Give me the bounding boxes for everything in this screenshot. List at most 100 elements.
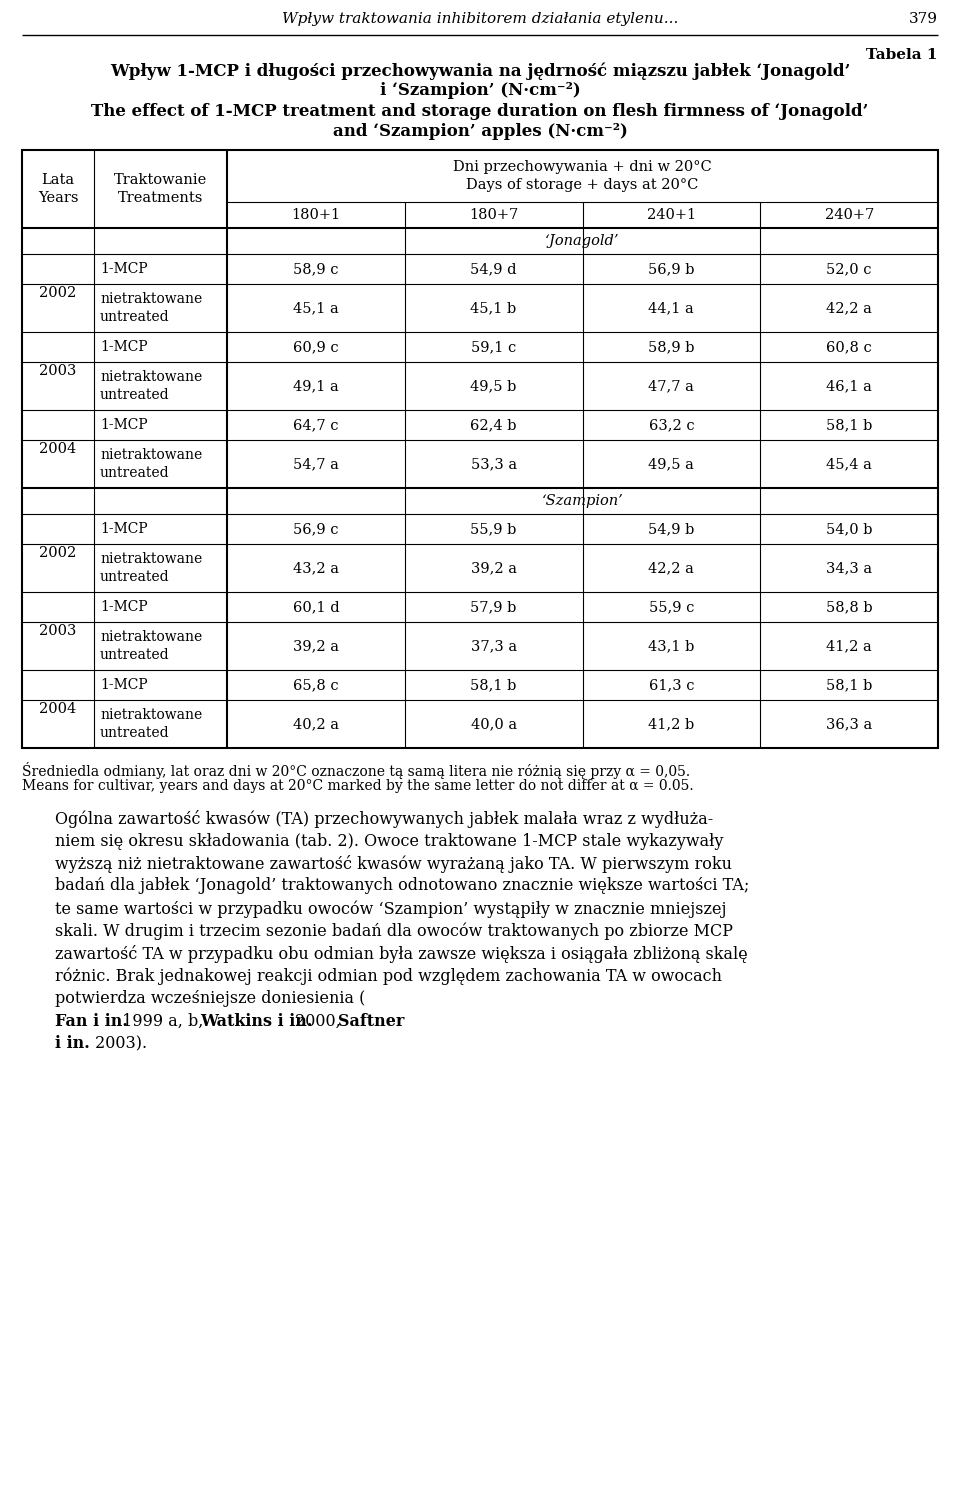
Text: nietraktowane
untreated: nietraktowane untreated <box>100 630 203 662</box>
Text: niem się okresu składowania (tab. 2). Owoce traktowane 1-MCP stale wykazywały: niem się okresu składowania (tab. 2). Ow… <box>55 833 724 849</box>
Text: nietraktowane
untreated: nietraktowane untreated <box>100 292 203 323</box>
Text: Ogólna zawartość kwasów (TA) przechowywanych jabłek malała wraz z wydłuża-: Ogólna zawartość kwasów (TA) przechowywa… <box>55 810 713 828</box>
Text: 65,8 c: 65,8 c <box>293 678 339 692</box>
Text: 34,3 a: 34,3 a <box>826 561 873 576</box>
Text: 1-MCP: 1-MCP <box>100 261 148 277</box>
Text: Wpływ traktowania inhibitorem działania etylenu...: Wpływ traktowania inhibitorem działania … <box>282 12 678 26</box>
Text: 2003: 2003 <box>39 364 77 378</box>
Text: 1-MCP: 1-MCP <box>100 678 148 692</box>
Text: 41,2 a: 41,2 a <box>827 639 872 653</box>
Text: 39,2 a: 39,2 a <box>470 561 516 576</box>
Text: ‘Jonagold’: ‘Jonagold’ <box>545 234 620 248</box>
Text: 240+7: 240+7 <box>825 209 874 222</box>
Text: zawartość TA w przypadku obu odmian była zawsze większa i osiągała zbliżoną skal: zawartość TA w przypadku obu odmian była… <box>55 944 748 963</box>
Text: 60,9 c: 60,9 c <box>293 340 339 354</box>
Text: 1-MCP: 1-MCP <box>100 340 148 354</box>
Text: 44,1 a: 44,1 a <box>649 301 694 314</box>
Text: 55,9 c: 55,9 c <box>649 600 694 613</box>
Text: Lata
Years: Lata Years <box>37 172 79 205</box>
Text: 56,9 b: 56,9 b <box>648 261 695 277</box>
Text: 58,1 b: 58,1 b <box>826 678 873 692</box>
Text: 180+1: 180+1 <box>291 209 341 222</box>
Text: nietraktowane
untreated: nietraktowane untreated <box>100 553 203 583</box>
Text: 42,2 a: 42,2 a <box>827 301 872 314</box>
Text: 2002: 2002 <box>39 286 77 301</box>
Text: 2003: 2003 <box>39 624 77 638</box>
Text: nietraktowane
untreated: nietraktowane untreated <box>100 370 203 402</box>
Text: 60,1 d: 60,1 d <box>293 600 339 613</box>
Text: 58,9 c: 58,9 c <box>293 261 339 277</box>
Text: 58,8 b: 58,8 b <box>826 600 873 613</box>
Text: wyższą niż nietraktowane zawartość kwasów wyrażaną jako TA. W pierwszym roku: wyższą niż nietraktowane zawartość kwasó… <box>55 855 732 873</box>
Text: i in.: i in. <box>55 1035 89 1052</box>
Text: 2000,: 2000, <box>290 1012 346 1029</box>
Text: 45,4 a: 45,4 a <box>827 456 872 471</box>
Text: 49,1 a: 49,1 a <box>293 379 339 393</box>
Text: 60,8 c: 60,8 c <box>827 340 872 354</box>
Text: 180+7: 180+7 <box>469 209 518 222</box>
Text: różnic. Brak jednakowej reakcji odmian pod względem zachowania TA w owocach: różnic. Brak jednakowej reakcji odmian p… <box>55 967 722 985</box>
Text: 61,3 c: 61,3 c <box>649 678 694 692</box>
Text: 56,9 c: 56,9 c <box>293 521 339 536</box>
Text: 64,7 c: 64,7 c <box>293 419 339 432</box>
Text: 47,7 a: 47,7 a <box>648 379 694 393</box>
Text: 54,9 b: 54,9 b <box>648 521 695 536</box>
Text: 46,1 a: 46,1 a <box>827 379 872 393</box>
Text: and ‘Szampion’ apples (N·cm⁻²): and ‘Szampion’ apples (N·cm⁻²) <box>332 122 628 141</box>
Text: 54,7 a: 54,7 a <box>293 456 339 471</box>
Text: 43,1 b: 43,1 b <box>648 639 695 653</box>
Text: Wpływ 1-MCP i długości przechowywania na jędrność miązszu jabłek ‘Jonagold’: Wpływ 1-MCP i długości przechowywania na… <box>109 62 851 80</box>
Text: skali. W drugim i trzecim sezonie badań dla owoców traktowanych po zbiorze MCP: skali. W drugim i trzecim sezonie badań … <box>55 923 733 940</box>
Text: Dni przechowywania + dni w 20°C: Dni przechowywania + dni w 20°C <box>453 160 712 174</box>
Text: 57,9 b: 57,9 b <box>470 600 516 613</box>
Text: 49,5 a: 49,5 a <box>648 456 694 471</box>
Text: Means for cultivar, years and days at 20°C marked by the same letter do not diff: Means for cultivar, years and days at 20… <box>22 780 694 793</box>
Text: 41,2 b: 41,2 b <box>648 718 694 731</box>
Text: 39,2 a: 39,2 a <box>293 639 339 653</box>
Text: 54,9 d: 54,9 d <box>470 261 516 277</box>
Text: 379: 379 <box>909 12 938 26</box>
Text: 49,5 b: 49,5 b <box>470 379 516 393</box>
Text: 2002: 2002 <box>39 545 77 561</box>
Text: ‘Szampion’: ‘Szampion’ <box>541 494 623 508</box>
Text: 52,0 c: 52,0 c <box>827 261 872 277</box>
Text: 42,2 a: 42,2 a <box>648 561 694 576</box>
Text: The effect of 1-MCP treatment and storage duration on flesh firmness of ‘Jonagol: The effect of 1-MCP treatment and storag… <box>91 103 869 119</box>
Text: potwierdza wcześniejsze doniesienia (: potwierdza wcześniejsze doniesienia ( <box>55 990 366 1006</box>
Text: 2004: 2004 <box>39 443 77 456</box>
Text: 59,1 c: 59,1 c <box>471 340 516 354</box>
Text: Days of storage + days at 20°C: Days of storage + days at 20°C <box>467 178 699 192</box>
Text: Watkins i in.: Watkins i in. <box>200 1012 312 1029</box>
Text: 58,1 b: 58,1 b <box>826 419 873 432</box>
Text: 53,3 a: 53,3 a <box>470 456 516 471</box>
Text: Tabela 1: Tabela 1 <box>867 48 938 62</box>
Text: 40,0 a: 40,0 a <box>470 718 516 731</box>
Text: Fan i in.: Fan i in. <box>55 1012 128 1029</box>
Text: Saftner: Saftner <box>338 1012 404 1029</box>
Text: 240+1: 240+1 <box>647 209 696 222</box>
Text: 55,9 b: 55,9 b <box>470 521 516 536</box>
Text: 2003).: 2003). <box>89 1035 147 1052</box>
Text: 43,2 a: 43,2 a <box>293 561 339 576</box>
Text: 1-MCP: 1-MCP <box>100 419 148 432</box>
Text: 1-MCP: 1-MCP <box>100 521 148 536</box>
Text: 36,3 a: 36,3 a <box>826 718 873 731</box>
Text: Traktowanie
Treatments: Traktowanie Treatments <box>114 172 207 205</box>
Text: 40,2 a: 40,2 a <box>293 718 339 731</box>
Text: 63,2 c: 63,2 c <box>649 419 694 432</box>
Text: te same wartości w przypadku owoców ‘Szampion’ wystąpiły w znacznie mniejszej: te same wartości w przypadku owoców ‘Sza… <box>55 901 727 917</box>
Text: 45,1 b: 45,1 b <box>470 301 516 314</box>
Text: 45,1 a: 45,1 a <box>293 301 339 314</box>
Bar <box>22 150 938 748</box>
Text: 54,0 b: 54,0 b <box>826 521 873 536</box>
Text: Średniedla odmiany, lat oraz dni w 20°C oznaczone tą samą litera nie różnią się : Średniedla odmiany, lat oraz dni w 20°C … <box>22 762 690 780</box>
Text: 58,1 b: 58,1 b <box>470 678 516 692</box>
Text: 1999 a, b,: 1999 a, b, <box>117 1012 208 1029</box>
Text: 2004: 2004 <box>39 703 77 716</box>
Text: 1-MCP: 1-MCP <box>100 600 148 613</box>
Text: 58,9 b: 58,9 b <box>648 340 695 354</box>
Text: 62,4 b: 62,4 b <box>470 419 516 432</box>
Text: nietraktowane
untreated: nietraktowane untreated <box>100 449 203 479</box>
Text: i ‘Szampion’ (N·cm⁻²): i ‘Szampion’ (N·cm⁻²) <box>379 82 581 100</box>
Text: nietraktowane
untreated: nietraktowane untreated <box>100 709 203 740</box>
